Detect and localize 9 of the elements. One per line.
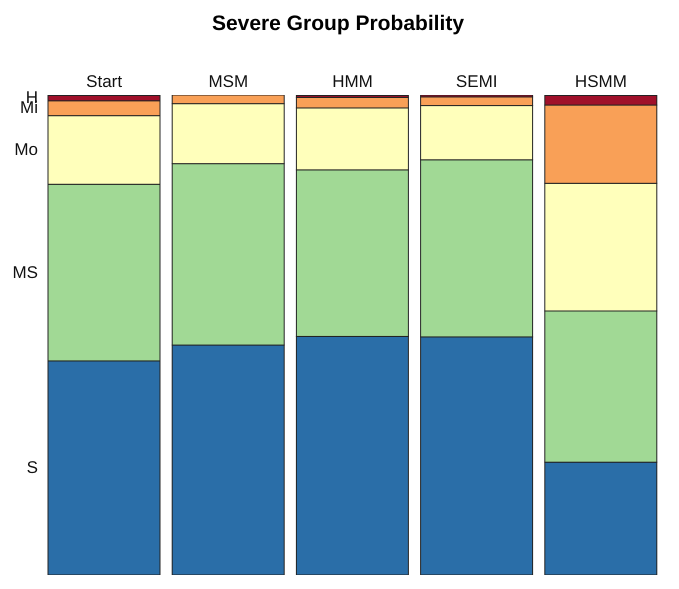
x-tick-label: Start	[86, 72, 122, 91]
series-label: Mo	[13, 140, 38, 160]
series-label: S	[26, 458, 38, 478]
x-tick-label: SEMI	[456, 72, 498, 91]
series-label: MS	[12, 262, 38, 283]
x-tick-label: HSMM	[574, 72, 627, 91]
chart-title: Severe Group Probability	[210, 12, 466, 36]
x-tick-label: MSM	[208, 72, 248, 91]
x-tick-label: HMM	[332, 72, 373, 91]
